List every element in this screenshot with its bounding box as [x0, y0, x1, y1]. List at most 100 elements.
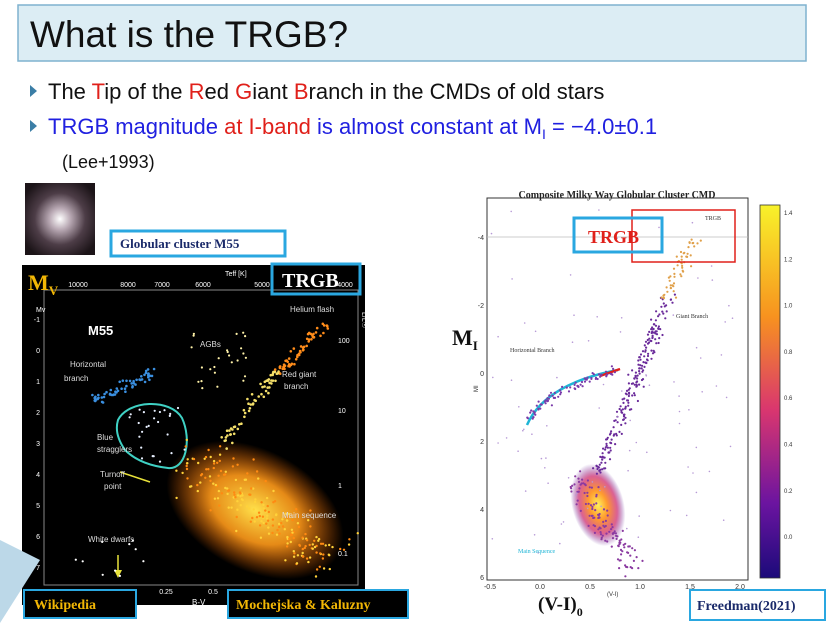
credit-box — [689, 589, 826, 621]
star-dot — [535, 404, 538, 407]
star-dot — [618, 541, 621, 544]
star-dot — [681, 264, 684, 267]
star-dot — [608, 458, 612, 461]
star-dot — [491, 538, 494, 540]
star-dot — [307, 560, 310, 564]
star-dot — [217, 474, 220, 477]
star-dot — [321, 322, 325, 326]
star-dot — [238, 423, 241, 426]
star-dot — [307, 338, 311, 341]
star-dot — [145, 425, 148, 428]
tick-label: 7000 — [154, 282, 170, 289]
tick-label: 0.6 — [784, 396, 793, 402]
star-dot — [120, 387, 123, 391]
star-dot — [653, 323, 656, 326]
star-dot — [319, 334, 322, 338]
star-dot — [248, 407, 252, 410]
star-dot — [635, 441, 638, 444]
star-dot — [583, 380, 587, 383]
star-dot — [236, 427, 240, 431]
star-dot — [226, 492, 229, 496]
star-dot — [655, 310, 658, 313]
star-dot — [604, 486, 606, 488]
star-dot — [610, 365, 614, 368]
star-dot — [671, 301, 674, 304]
star-dot — [523, 322, 526, 324]
tick-label: 4 — [480, 507, 484, 514]
star-dot — [243, 478, 246, 481]
star-dot — [497, 335, 499, 338]
colorbar — [759, 204, 781, 579]
star-dot — [602, 383, 605, 386]
star-dot — [633, 377, 636, 380]
star-dot — [192, 334, 195, 337]
star-dot — [605, 444, 608, 447]
star-dot — [226, 349, 229, 352]
star-dot — [629, 566, 632, 569]
star-dot — [322, 331, 325, 335]
star-dot — [615, 434, 618, 437]
star-dot — [262, 395, 266, 399]
star-dot — [293, 362, 296, 366]
star-dot — [616, 535, 619, 538]
star-dot — [339, 547, 342, 551]
star-dot — [571, 341, 574, 344]
star-dot — [510, 210, 512, 213]
star-dot — [574, 381, 577, 384]
star-dot — [600, 536, 603, 539]
tick-label: 5000 — [254, 282, 270, 289]
star-dot — [534, 413, 537, 416]
star-dot — [121, 379, 125, 383]
star-dot — [289, 534, 293, 537]
star-dot — [651, 326, 654, 329]
star-dot — [228, 354, 231, 357]
star-dot — [618, 539, 621, 542]
star-dot — [599, 489, 601, 492]
star-dot — [186, 477, 189, 480]
star-dot — [556, 376, 558, 379]
star-dot — [643, 344, 646, 347]
star-dot — [674, 296, 678, 299]
star-dot — [591, 505, 594, 508]
star-dot — [597, 466, 601, 469]
star-dot — [235, 515, 238, 519]
star-dot — [610, 438, 613, 441]
star-dot — [598, 407, 600, 409]
star-dot — [729, 445, 732, 448]
star-dot — [654, 338, 657, 341]
star-dot — [324, 544, 327, 547]
star-dot — [227, 506, 230, 509]
star-dot — [586, 491, 589, 494]
star-dot — [650, 328, 653, 331]
star-dot — [664, 317, 667, 320]
star-dot — [561, 385, 564, 388]
star-dot — [577, 477, 580, 480]
star-dot — [259, 536, 263, 539]
star-dot — [699, 357, 702, 359]
star-dot — [701, 391, 703, 393]
star-dot — [311, 547, 314, 550]
star-dot — [654, 319, 658, 322]
star-dot — [609, 449, 612, 452]
star-dot — [595, 502, 598, 505]
star-dot — [645, 346, 648, 349]
star-dot — [271, 524, 275, 527]
star-dot — [591, 514, 594, 517]
star-dot — [539, 407, 542, 410]
star-dot — [610, 442, 613, 445]
star-dot — [94, 399, 97, 403]
star-dot — [580, 380, 584, 384]
star-dot — [562, 521, 565, 523]
star-dot — [621, 408, 625, 411]
star-dot — [212, 466, 215, 470]
star-dot — [680, 258, 683, 261]
star-dot — [200, 366, 203, 369]
star-dot — [628, 387, 631, 390]
star-dot — [604, 370, 608, 373]
star-dot — [314, 331, 318, 334]
star-dot — [628, 408, 632, 411]
star-dot — [673, 272, 676, 275]
caption-box — [109, 229, 287, 258]
star-dot — [209, 479, 212, 482]
